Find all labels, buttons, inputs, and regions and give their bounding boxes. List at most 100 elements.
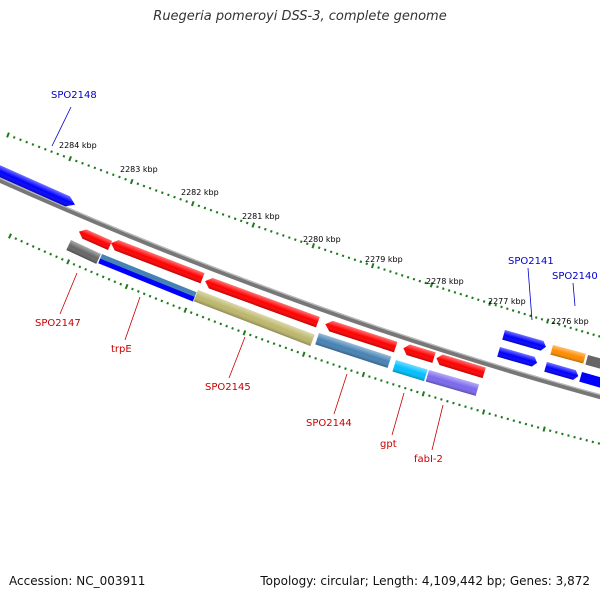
gene-fabI-2[interactable] <box>425 370 479 396</box>
scale-tick <box>99 168 103 172</box>
scale-tick <box>154 297 158 300</box>
scale-tick <box>481 409 486 415</box>
scale-tick <box>477 298 480 302</box>
gene-red-3[interactable] <box>203 276 320 328</box>
gene-forward-gray[interactable] <box>585 355 600 370</box>
scale-tick <box>225 324 228 328</box>
scale-tick <box>506 307 509 311</box>
scale-tick <box>370 262 375 269</box>
scale-tick <box>482 300 486 303</box>
scale-tick <box>344 367 347 370</box>
pointer-trpE <box>124 296 141 341</box>
scale-tick <box>78 265 82 269</box>
label-SPO2147[interactable]: SPO2147 <box>35 318 81 329</box>
scale-tick <box>326 361 329 364</box>
scale-tick <box>294 238 297 241</box>
pointer-SPO2140 <box>572 282 576 307</box>
scale-tick <box>25 140 29 144</box>
scale-tick <box>239 219 243 223</box>
scale-tick <box>591 440 595 444</box>
label-SPO2141[interactable]: SPO2141 <box>508 256 554 267</box>
scale-tick <box>20 239 23 243</box>
scale-tick <box>19 138 22 142</box>
scale-tick <box>242 330 247 336</box>
scale-tick <box>488 412 491 416</box>
scale-tick <box>436 285 439 289</box>
label-SPO2148[interactable]: SPO2148 <box>51 90 97 101</box>
gene-red-2[interactable] <box>109 238 205 284</box>
scale-tick <box>276 232 279 235</box>
scale-tick <box>178 306 181 310</box>
scale-tick <box>368 375 371 378</box>
label-fabI-2[interactable]: fabI-2 <box>414 454 443 465</box>
gene-trpE[interactable] <box>98 254 197 302</box>
scale-tick <box>68 155 72 162</box>
scale-tick <box>350 369 353 372</box>
scale-tick <box>512 419 516 422</box>
scale-tick <box>418 279 422 283</box>
scale-tick <box>392 383 395 386</box>
scale-tick <box>160 299 164 303</box>
scale-tick <box>377 266 380 269</box>
scale-tick <box>136 290 140 293</box>
scale-tick <box>424 281 427 285</box>
gene-SPO2141b[interactable] <box>497 347 538 368</box>
gene-SPO2148[interactable] <box>0 163 77 210</box>
label-SPO2144[interactable]: SPO2144 <box>306 418 352 429</box>
scale-tick <box>506 417 510 421</box>
scale-tick <box>207 318 211 321</box>
gene-SPO2147[interactable] <box>66 240 101 264</box>
scale-tick <box>60 257 64 261</box>
scale-tick <box>555 431 558 434</box>
scale-tick <box>579 437 582 441</box>
gene-gpt[interactable] <box>392 360 428 382</box>
scale-tick <box>517 310 521 314</box>
scale-tick <box>301 351 306 357</box>
gene-forward-blue-2[interactable] <box>544 362 579 381</box>
gene-red-4[interactable] <box>324 319 398 353</box>
scale-tick <box>44 147 47 151</box>
scale-tick <box>400 274 404 277</box>
scale-tick <box>534 316 538 319</box>
gene-SPO2140[interactable] <box>550 345 586 364</box>
gene-forward-blue-3[interactable] <box>579 372 600 388</box>
gene-red-1[interactable] <box>77 227 113 250</box>
scale-tick <box>290 348 294 352</box>
scale-label-2283: 2283 kbp <box>120 165 158 174</box>
pointer-fabI-2 <box>431 404 444 451</box>
scale-tick <box>107 277 111 281</box>
gene-red-6[interactable] <box>435 353 486 379</box>
scale-tick <box>416 390 419 394</box>
scale-tick <box>540 317 544 321</box>
scale-tick <box>201 315 205 319</box>
scale-tick <box>546 318 550 324</box>
label-trpE[interactable]: trpE <box>111 344 132 355</box>
scale-tick <box>592 333 595 337</box>
scale-tick <box>476 408 479 412</box>
scale-tick <box>557 323 561 326</box>
scale-tick <box>50 150 53 154</box>
scale-tick <box>347 256 351 260</box>
gene-SPO2141[interactable] <box>502 330 547 352</box>
scale-tick <box>14 237 18 241</box>
gene-red-5[interactable] <box>402 343 436 363</box>
label-gpt[interactable]: gpt <box>380 439 397 450</box>
gene-SPO2145[interactable] <box>193 290 315 346</box>
scale-tick <box>317 246 321 250</box>
scale-tick <box>311 243 316 249</box>
scale-tick <box>12 136 16 139</box>
label-SPO2145[interactable]: SPO2145 <box>205 382 251 393</box>
scale-tick <box>136 182 140 186</box>
label-SPO2140[interactable]: SPO2140 <box>552 271 598 282</box>
scale-tick <box>529 314 532 318</box>
scale-tick <box>361 371 366 378</box>
scale-tick <box>6 132 10 138</box>
scale-tick <box>72 262 76 266</box>
scale-tick <box>278 344 282 348</box>
gene-SPO2144[interactable] <box>315 333 392 368</box>
scale-tick <box>470 407 473 410</box>
scale-tick <box>81 161 84 165</box>
scale-tick <box>386 381 389 384</box>
scale-tick <box>266 340 270 343</box>
scale-tick <box>93 166 97 170</box>
